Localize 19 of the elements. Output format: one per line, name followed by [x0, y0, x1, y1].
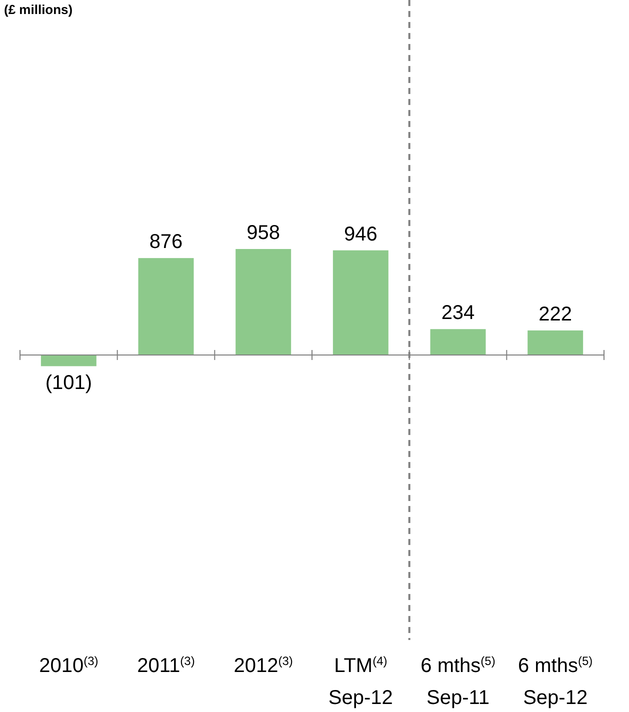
data-label: (101): [45, 372, 92, 394]
bar: [430, 329, 486, 355]
bar: [528, 330, 584, 355]
data-label: 876: [149, 231, 183, 254]
bar: [40, 355, 96, 366]
data-label: 946: [344, 223, 378, 246]
category-label: LTM$^{(4)}$ Sep-12: [328, 654, 393, 709]
bar: [236, 249, 292, 355]
data-label: 234: [441, 302, 475, 324]
bar: [332, 250, 388, 355]
x-tick-label: 2011$^{(3)}$: [137, 654, 195, 677]
bar: [138, 258, 194, 355]
x-tick-label: 2012$^{(3)}$: [234, 654, 293, 677]
data-label: 222: [538, 303, 572, 326]
x-tick-label: 2010$^{(3)}$: [39, 654, 98, 677]
category-label: 6 mths$^{(5)}$ Sep-11: [420, 654, 496, 709]
category-label: 6 mths$^{(5)}$ Sep-12: [518, 654, 593, 709]
chart-title: (£ millions): [4, 2, 73, 17]
data-label: 958: [246, 222, 280, 244]
